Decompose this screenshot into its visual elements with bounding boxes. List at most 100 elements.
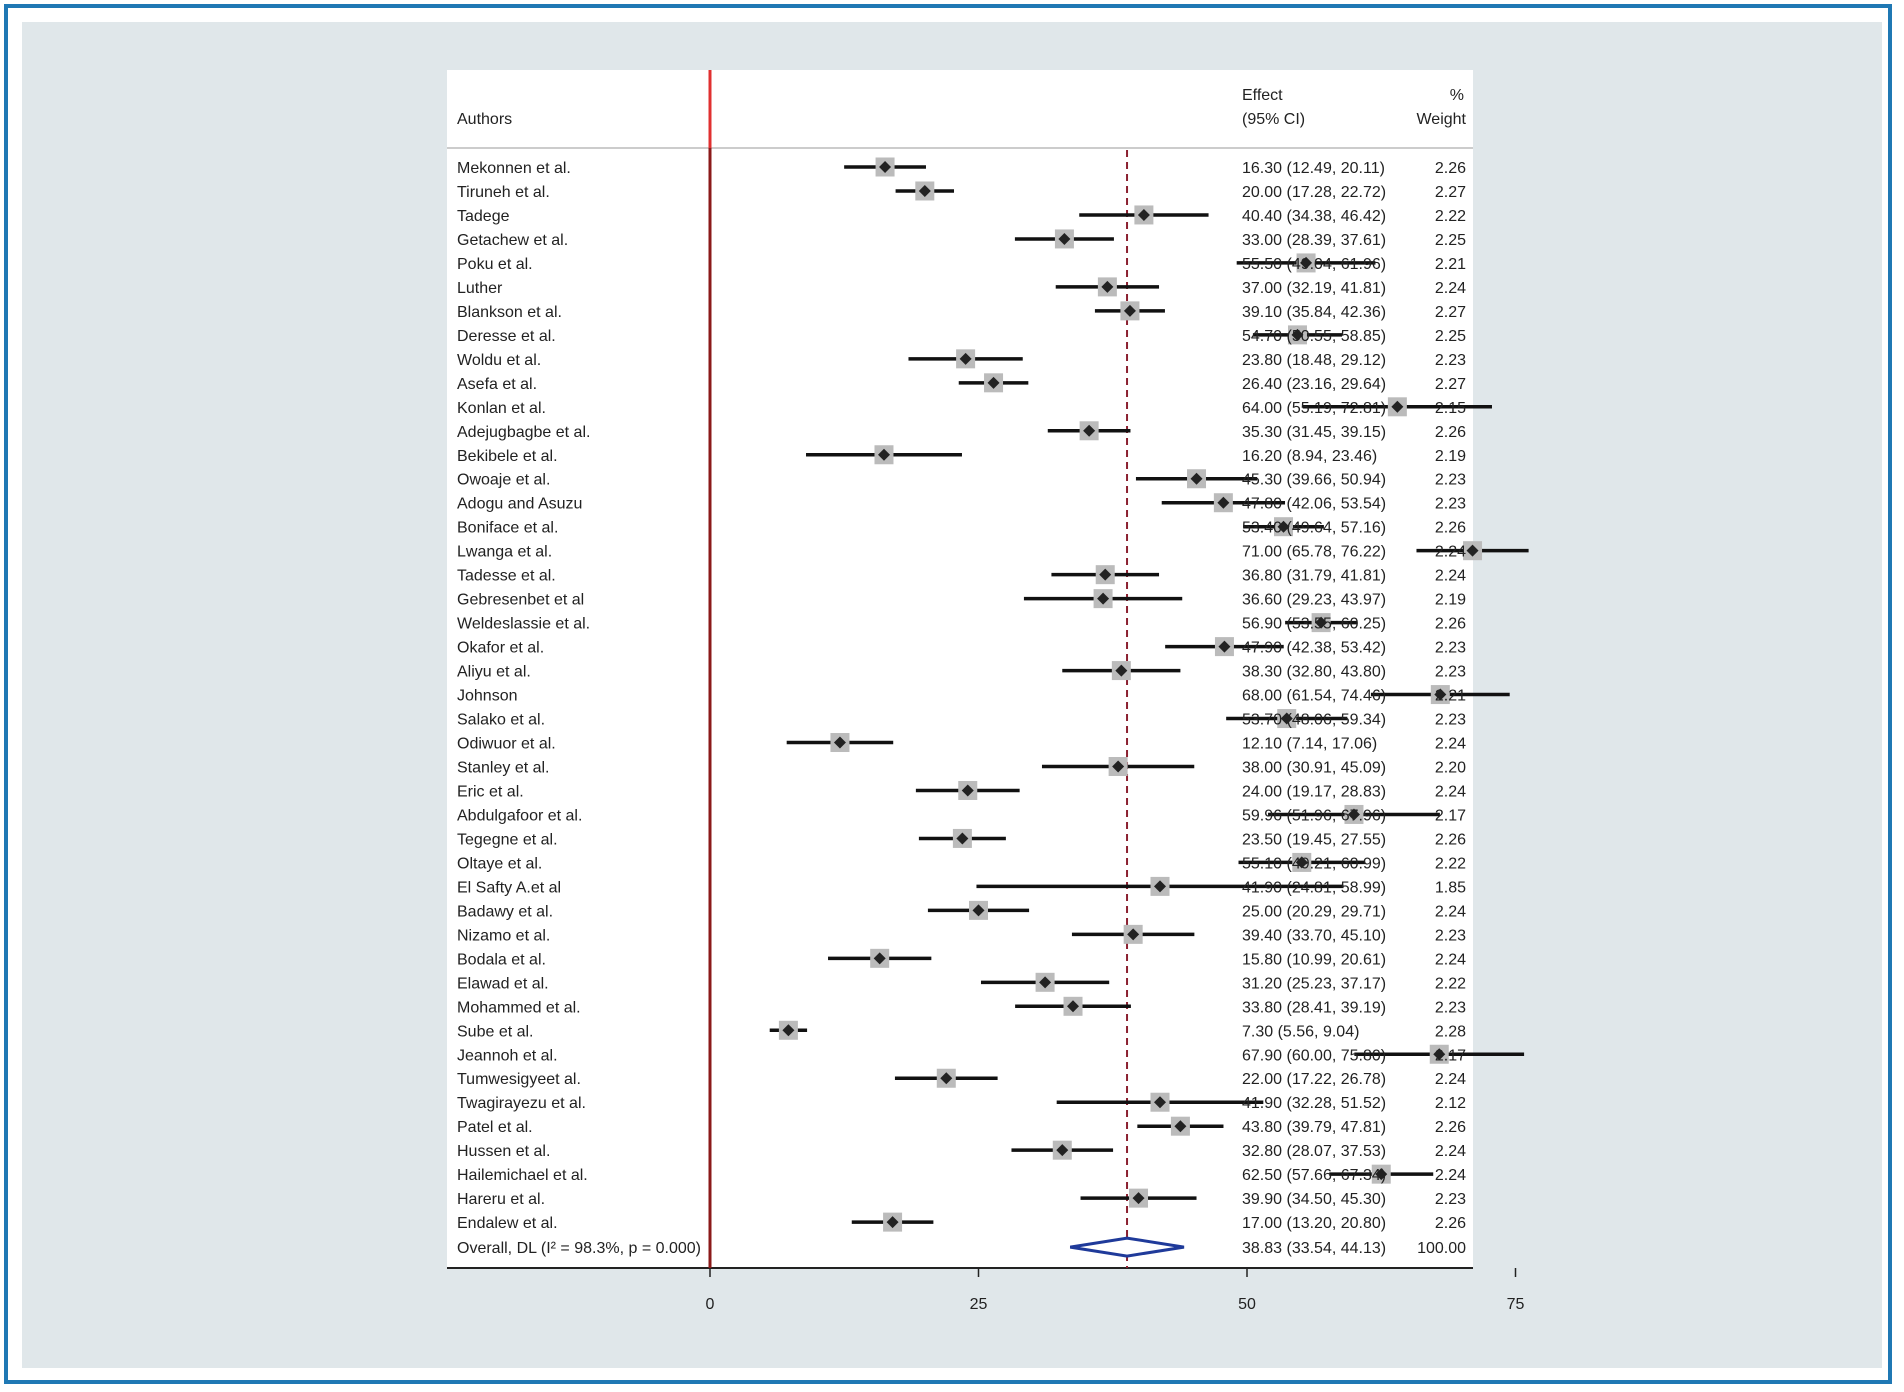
study-point [1295, 856, 1308, 869]
study-author-label: Blankson et al. [457, 304, 562, 321]
study-effect-ci: 36.60 (29.23, 43.97) [1242, 592, 1386, 609]
study-author-label: Hussen et al. [457, 1143, 550, 1160]
study-point [1039, 976, 1052, 989]
study-weight: 2.28 [1435, 1023, 1466, 1040]
x-tick-label: 25 [970, 1296, 988, 1313]
study-point [987, 376, 1000, 389]
study-weight: 2.19 [1435, 448, 1466, 465]
study-effect-ci: 39.10 (35.84, 42.36) [1242, 304, 1386, 321]
study-weight: 2.24 [1435, 280, 1466, 297]
study-point [1277, 520, 1290, 533]
study-effect-ci: 55.10 (49.21, 60.99) [1242, 855, 1386, 872]
study-effect-ci: 53.40 (49.64, 57.16) [1242, 520, 1386, 537]
study-weight: 2.26 [1435, 424, 1466, 441]
study-author-label: Elawad et al. [457, 975, 549, 992]
study-point [1300, 256, 1313, 269]
study-point [1127, 928, 1140, 941]
study-weight: 2.23 [1435, 496, 1466, 513]
study-point [1391, 400, 1404, 413]
x-tick-label: 75 [1507, 1296, 1525, 1313]
study-point [959, 352, 972, 365]
study-point [956, 832, 969, 845]
study-author-label: Oltaye et al. [457, 855, 542, 872]
study-author-label: Adogu and Asuzu [457, 496, 582, 513]
study-author-label: Salako et al. [457, 712, 545, 729]
study-effect-ci: 68.00 (61.54, 74.46) [1242, 688, 1386, 705]
study-point [1190, 472, 1203, 485]
study-weight: 2.17 [1435, 807, 1466, 824]
study-effect-ci: 59.96 (51.96, 67.96) [1242, 807, 1386, 824]
study-author-label: Konlan et al. [457, 400, 546, 417]
study-point [1083, 424, 1096, 437]
study-weight: 2.23 [1435, 640, 1466, 657]
study-point [1154, 1096, 1167, 1109]
study-weight: 2.23 [1435, 1191, 1466, 1208]
study-author-label: Hareru et al. [457, 1191, 545, 1208]
study-effect-ci: 40.40 (34.38, 46.42) [1242, 208, 1386, 225]
study-effect-ci: 25.00 (20.29, 29.71) [1242, 903, 1386, 920]
study-author-label: Poku et al. [457, 256, 533, 273]
study-point [1217, 496, 1230, 509]
study-author-label: Hailemichael et al. [457, 1167, 588, 1184]
study-weight: 2.26 [1435, 520, 1466, 537]
study-effect-ci: 36.80 (31.79, 41.81) [1242, 568, 1386, 585]
study-weight: 2.22 [1435, 208, 1466, 225]
study-author-label: Tegegne et al. [457, 831, 558, 848]
study-effect-ci: 23.50 (19.45, 27.55) [1242, 831, 1386, 848]
study-author-label: Weldeslassie et al. [457, 616, 590, 633]
study-point [1099, 568, 1112, 581]
study-weight: 2.25 [1435, 328, 1466, 345]
study-effect-ci: 15.80 (10.99, 20.61) [1242, 951, 1386, 968]
study-author-label: Twagirayezu et al. [457, 1095, 586, 1112]
study-point [1123, 304, 1136, 317]
study-weight: 2.15 [1435, 400, 1466, 417]
study-author-label: Jeannoh et al. [457, 1047, 558, 1064]
study-point [1218, 640, 1231, 653]
study-point [940, 1072, 953, 1085]
study-author-label: Lwanga et al. [457, 544, 552, 561]
study-weight: 2.23 [1435, 352, 1466, 369]
study-weight: 2.24 [1435, 951, 1466, 968]
study-effect-ci: 45.30 (39.66, 50.94) [1242, 472, 1386, 489]
study-point [782, 1024, 795, 1037]
study-point [1347, 808, 1360, 821]
study-effect-ci: 47.90 (42.38, 53.42) [1242, 640, 1386, 657]
overall-diamond [1069, 1236, 1185, 1258]
study-author-label: Getachew et al. [457, 232, 568, 249]
study-author-label: Asefa et al. [457, 376, 537, 393]
study-point [1115, 664, 1128, 677]
study-author-label: Eric et al. [457, 783, 524, 800]
study-point [877, 448, 890, 461]
study-author-label: Nizamo et al. [457, 927, 550, 944]
study-point [1097, 592, 1110, 605]
study-author-label: Bekibele et al. [457, 448, 558, 465]
study-effect-ci: 35.30 (31.45, 39.15) [1242, 424, 1386, 441]
study-weight: 2.26 [1435, 616, 1466, 633]
study-effect-ci: 41.90 (32.28, 51.52) [1242, 1095, 1386, 1112]
study-weight: 2.19 [1435, 592, 1466, 609]
study-weight: 2.26 [1435, 831, 1466, 848]
study-point [1112, 760, 1125, 773]
study-point [1315, 616, 1328, 629]
study-author-label: Endalew et al. [457, 1215, 558, 1232]
study-weight: 2.23 [1435, 472, 1466, 489]
study-author-label: Sube et al. [457, 1023, 534, 1040]
study-weight: 2.24 [1435, 783, 1466, 800]
study-effect-ci: 17.00 (13.20, 20.80) [1242, 1215, 1386, 1232]
study-effect-ci: 33.80 (28.41, 39.19) [1242, 999, 1386, 1016]
header-weight: Weight [1416, 111, 1466, 128]
study-effect-ci: 38.30 (32.80, 43.80) [1242, 664, 1386, 681]
study-author-label: Adejugbagbe et al. [457, 424, 590, 441]
study-weight: 2.24 [1435, 1071, 1466, 1088]
header-authors: Authors [457, 111, 512, 128]
study-weight: 2.23 [1435, 999, 1466, 1016]
study-author-label: El Safty A.et al [457, 879, 561, 896]
study-effect-ci: 32.80 (28.07, 37.53) [1242, 1143, 1386, 1160]
study-point [1434, 688, 1447, 701]
study-point [1056, 1144, 1069, 1157]
study-author-label: Badawy et al. [457, 903, 553, 920]
study-author-label: Tiruneh et al. [457, 184, 550, 201]
study-author-label: Johnson [457, 688, 518, 705]
study-weight: 2.12 [1435, 1095, 1466, 1112]
